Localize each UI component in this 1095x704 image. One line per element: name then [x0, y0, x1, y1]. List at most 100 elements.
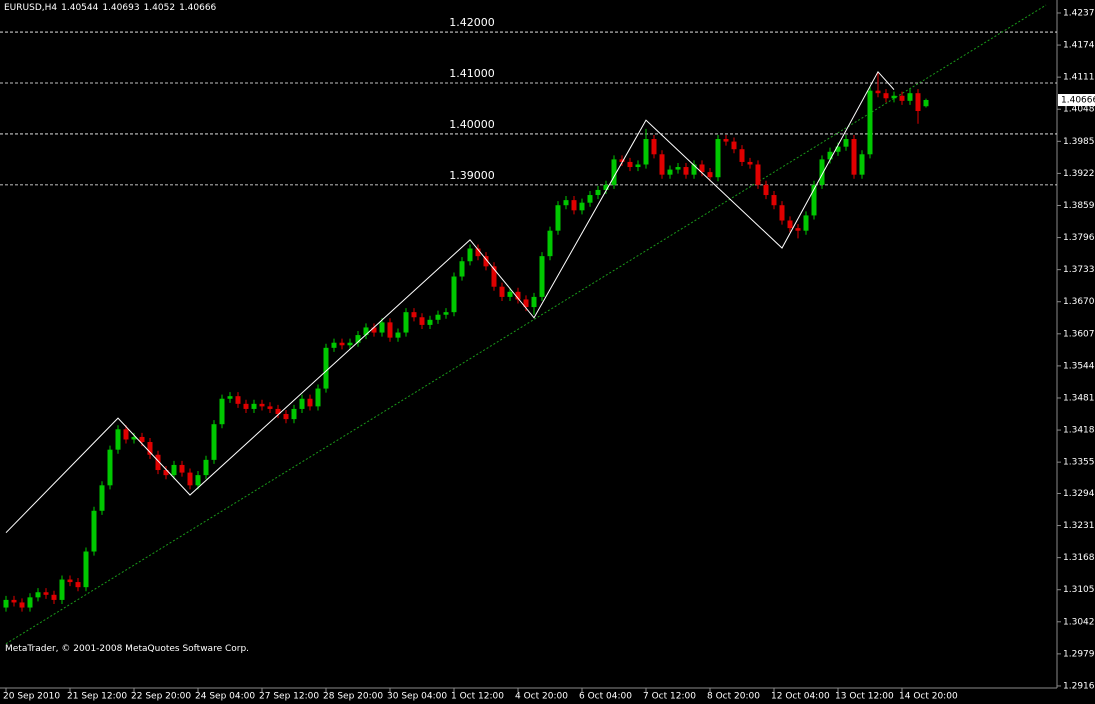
candle-body — [603, 184, 609, 190]
candle-body — [627, 161, 633, 168]
candle-body — [611, 159, 617, 185]
candle-body — [899, 95, 905, 101]
candle-body — [347, 342, 353, 346]
zigzag-line — [5, 70, 895, 534]
candle-body — [715, 139, 721, 178]
candle-body — [771, 195, 777, 206]
candle-body — [707, 172, 713, 178]
candle-body — [51, 594, 57, 600]
candle-body — [763, 184, 769, 196]
x-tick-label: 28 Sep 20:00 — [323, 692, 383, 702]
candle-body — [531, 296, 537, 308]
candle-body — [59, 579, 65, 600]
x-tick-label: 8 Oct 20:00 — [707, 692, 760, 702]
candle-body — [819, 159, 825, 185]
candle-body — [403, 312, 409, 333]
candle-body — [75, 582, 81, 588]
candle-body — [147, 442, 153, 455]
y-tick-label: 1.42375 — [1063, 8, 1095, 18]
candle-body — [131, 436, 137, 440]
x-tick-label: 6 Oct 04:00 — [579, 692, 632, 702]
candle-body — [555, 205, 561, 231]
candle-body — [363, 327, 369, 336]
y-tick-label: 1.41745 — [1063, 41, 1095, 51]
candle-body — [755, 164, 761, 185]
y-tick-label: 1.32940 — [1063, 489, 1095, 499]
candle-body — [635, 164, 641, 168]
candle-body — [323, 347, 329, 389]
candle-body — [795, 228, 801, 231]
candle-body — [467, 248, 473, 262]
candle-body — [139, 436, 145, 443]
level-label: 1.39000 — [449, 169, 495, 182]
level-label: 1.40000 — [449, 118, 495, 131]
x-tick-label: 13 Oct 12:00 — [835, 692, 894, 702]
y-tick-label: 1.31680 — [1063, 553, 1095, 563]
candle-body — [451, 276, 457, 313]
y-tick-label: 1.36705 — [1063, 297, 1095, 307]
candle-body — [787, 220, 793, 229]
candle-body — [595, 189, 601, 196]
y-tick-label: 1.34185 — [1063, 426, 1095, 436]
candle-body — [643, 139, 649, 165]
candle-body — [259, 403, 265, 407]
y-tick-label: 1.31050 — [1063, 585, 1095, 595]
y-tick-label: 1.35445 — [1063, 361, 1095, 371]
candle-body — [587, 195, 593, 203]
x-tick-label: 27 Sep 12:00 — [259, 692, 319, 702]
candle-body — [19, 602, 25, 608]
candle-body — [651, 139, 657, 155]
price-label-box — [1058, 94, 1095, 107]
candle-body — [163, 470, 169, 476]
x-tick-label: 20 Sep 2010 — [3, 692, 60, 702]
chart-header: EURUSD,H4 1.40544 1.40693 1.4052 1.40666 — [4, 3, 220, 13]
copyright: MetaTrader, © 2001-2008 MetaQuotes Softw… — [5, 644, 250, 654]
x-tick-label: 24 Sep 04:00 — [195, 692, 255, 702]
candle-body — [851, 139, 857, 175]
candle-body — [67, 579, 73, 583]
candle-body — [27, 597, 33, 608]
candle-body — [891, 95, 897, 99]
candle-body — [675, 167, 681, 170]
x-tick-label: 30 Sep 04:00 — [387, 692, 447, 702]
candle-body — [859, 154, 865, 175]
candle-body — [99, 485, 105, 511]
candle-body — [739, 149, 745, 162]
candle-body — [91, 510, 97, 552]
trend-line — [5, 4, 1047, 645]
symbol: EURUSD,H4 — [4, 3, 58, 13]
candle-body — [435, 314, 441, 320]
y-tick-label: 1.33555 — [1063, 458, 1095, 468]
candle-body — [723, 139, 729, 142]
x-tick-label: 12 Oct 04:00 — [771, 692, 830, 702]
y-tick-label: 1.29160 — [1063, 681, 1095, 691]
candle-body — [619, 159, 625, 162]
candle-body — [155, 454, 161, 471]
candle-body — [107, 449, 113, 486]
candle-body — [827, 151, 833, 160]
candle-body — [747, 161, 753, 165]
candle-body — [187, 472, 193, 486]
y-tick-label: 1.32310 — [1063, 521, 1095, 531]
candle-body — [843, 139, 849, 147]
candle-body — [299, 398, 305, 409]
candle-body — [11, 599, 17, 603]
candle-body — [171, 464, 177, 476]
candle-body — [691, 164, 697, 175]
candle-body — [683, 167, 689, 175]
level-label: 1.42000 — [449, 16, 495, 29]
candle-body — [179, 464, 185, 473]
candle-body — [3, 599, 9, 608]
candle-body — [459, 261, 465, 277]
candle-body — [43, 592, 49, 595]
candle-body — [291, 408, 297, 420]
y-tick-label: 1.30420 — [1063, 617, 1095, 627]
candle-body — [283, 414, 289, 420]
candle-body — [443, 312, 449, 315]
candle-body — [923, 100, 929, 107]
candle-body — [123, 429, 129, 440]
candle-body — [803, 215, 809, 231]
candle-body — [867, 90, 873, 155]
candle-body — [227, 396, 233, 399]
x-tick-label: 4 Oct 20:00 — [515, 692, 568, 702]
